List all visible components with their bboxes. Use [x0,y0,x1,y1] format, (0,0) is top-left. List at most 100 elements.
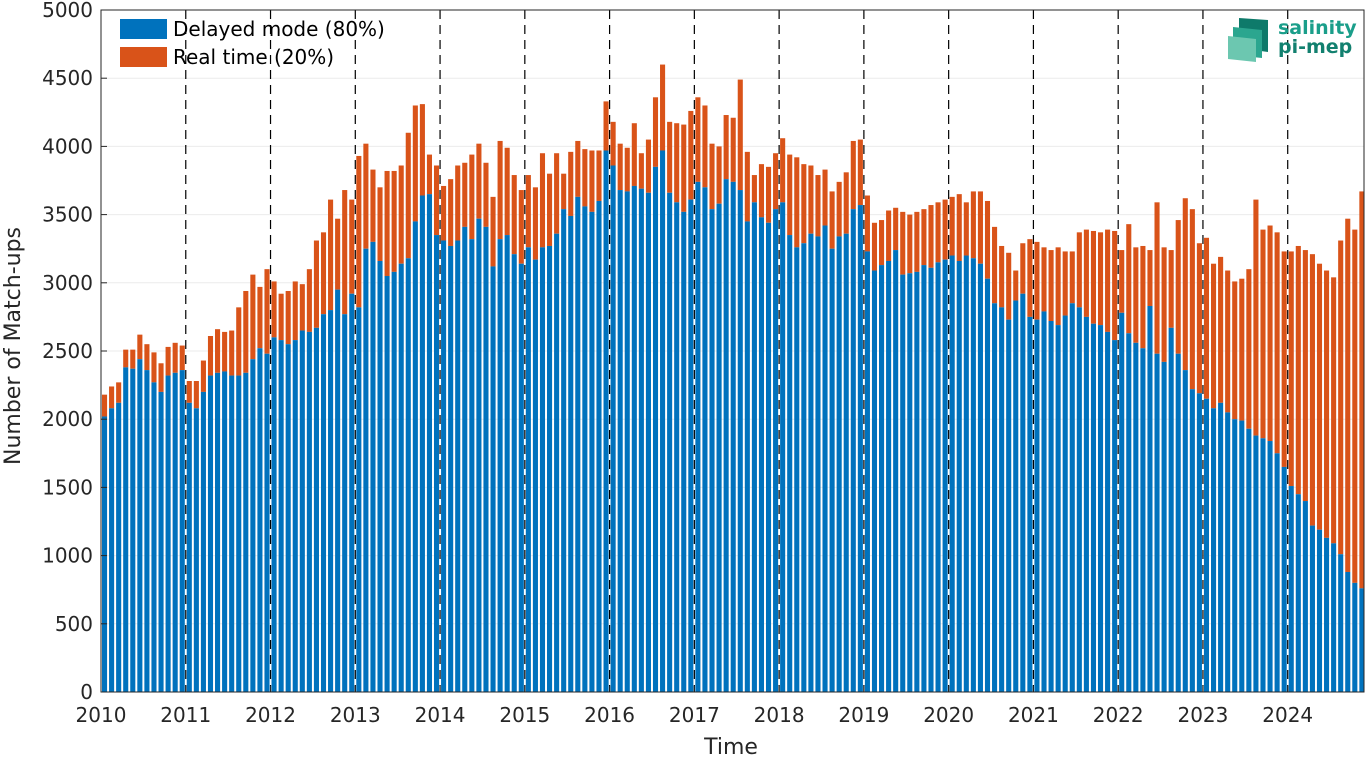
bar-delayed [864,251,870,693]
bar-realtime [1316,263,1323,530]
y-tick-label: 0 [80,680,93,704]
bar-realtime [1147,250,1153,306]
bar-realtime [1090,230,1097,324]
bar-delayed [1196,393,1202,692]
bar-realtime [1253,199,1259,436]
bar-delayed [299,330,305,692]
bar-realtime [335,218,341,290]
bar-realtime [645,139,651,193]
bar-delayed [426,194,433,692]
bar-delayed [1345,571,1351,692]
logo-line1: salinity [1278,17,1357,39]
bar-realtime [942,199,948,260]
bar-realtime [483,162,489,227]
bar-realtime [660,64,666,151]
bar-delayed [547,245,553,693]
bar-realtime [292,281,298,341]
bar-realtime [1055,247,1061,326]
bar-delayed [419,195,425,692]
bar-delayed [871,270,878,692]
bar-realtime [1076,232,1082,308]
bar-realtime [617,143,623,191]
bar-delayed [328,310,334,692]
bar-realtime [363,143,369,249]
salinity-pimep-logo: salinity pi-mep [1228,17,1357,62]
bar-realtime [250,274,256,360]
bar-realtime [257,286,263,349]
y-axis-label: Number of Match-ups [1,227,26,465]
y-tick-label: 1500 [42,475,93,499]
bar-realtime [850,140,856,210]
x-tick-label: 2021 [1008,703,1059,727]
bar-delayed [956,260,962,692]
bar-realtime [709,143,715,210]
bar-realtime [737,79,743,191]
bar-realtime [1218,256,1224,403]
bar-delayed [723,179,729,693]
bar-realtime [893,207,899,251]
bar-realtime [688,110,694,200]
bar-realtime [822,169,828,226]
bar-realtime [426,154,433,195]
bar-delayed [1182,370,1188,692]
bar-realtime [384,170,390,276]
bar-delayed [101,416,108,692]
bar-realtime [419,104,425,196]
bar-delayed [857,205,863,692]
bar-delayed [1316,529,1323,692]
bar-delayed [737,190,743,692]
bar-realtime [349,199,355,294]
bar-realtime [808,165,814,234]
bar-delayed [794,247,800,692]
bar-delayed [405,258,411,692]
bar-realtime [610,121,616,166]
bar-delayed [914,271,920,692]
bar-realtime [320,232,327,315]
y-tick-label: 2000 [42,407,93,431]
bar-delayed [773,209,779,693]
bar-delayed [751,202,757,692]
bar-delayed [589,211,595,692]
bar-delayed [236,375,242,692]
bar-delayed [377,260,383,692]
bar-realtime [667,121,673,193]
bar-realtime [130,349,136,369]
bar-realtime [405,132,411,259]
bar-delayed [568,215,574,693]
axes [100,9,1365,693]
bar-delayed [907,273,913,692]
bar-delayed [1274,453,1280,692]
bar-delayed [179,370,185,692]
bar-realtime [1295,245,1301,495]
bar-delayed [462,226,468,692]
bar-delayed [1352,582,1358,692]
bar-realtime [907,214,913,274]
bar-realtime [1331,277,1337,544]
bar-delayed [532,259,538,692]
bar-realtime [1302,250,1308,502]
x-tick-label: 2014 [415,703,466,727]
bar-realtime [518,190,524,264]
bar-realtime [751,175,757,203]
bar-delayed [829,248,835,692]
bar-realtime [886,210,892,261]
bar-delayed [886,260,892,692]
bar-realtime [547,173,553,246]
bar-delayed [921,265,927,692]
bar-realtime [497,140,503,240]
bar-realtime [207,335,214,376]
bar-delayed [469,239,475,693]
bar-delayed [1055,325,1061,692]
bar-realtime [1225,270,1231,413]
bar-realtime [596,150,602,201]
bar-delayed [1175,353,1181,692]
bar-realtime [744,151,750,222]
x-tick-label: 2017 [669,703,720,727]
bar-delayed [610,165,616,693]
bar-realtime [313,240,319,328]
bar-delayed [1239,420,1245,692]
bar-delayed [652,166,659,693]
bar-realtime [773,153,779,210]
bar-delayed [144,370,150,692]
bar-realtime [836,181,842,237]
